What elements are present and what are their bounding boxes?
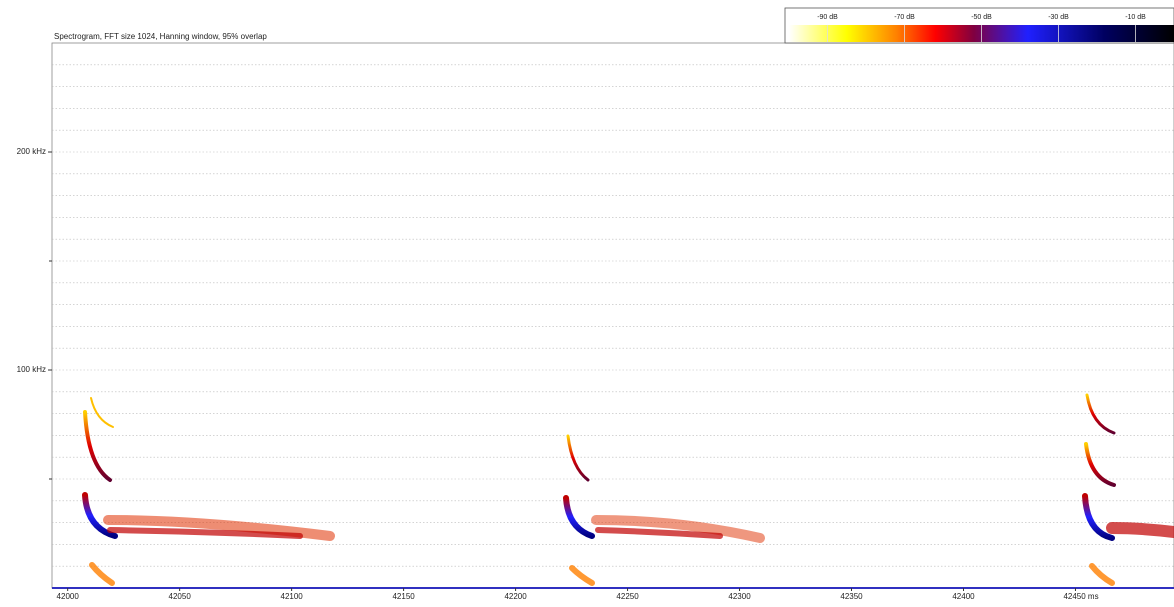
colorbar-tick-label: -90 dB	[817, 14, 838, 21]
x-tick-label: 42400	[952, 592, 975, 601]
x-tick-label: 42000	[57, 592, 80, 601]
x-tick-label: 42050	[169, 592, 192, 601]
spectrogram-window: Spectrogram, FFT size 1024, Hanning wind…	[0, 0, 1174, 602]
x-tick-label: 42200	[504, 592, 527, 601]
colorbar-tick-label: -70 dB	[894, 14, 915, 21]
y-tick-label: 100 kHz	[17, 365, 46, 374]
colorbar-tick-label: -30 dB	[1048, 14, 1069, 21]
x-tick-label: 42100	[281, 592, 304, 601]
x-tick-label: 42150	[392, 592, 415, 601]
colorbar-tick-label: -10 dB	[1125, 14, 1146, 21]
x-tick-label: 42300	[728, 592, 751, 601]
grid	[52, 65, 1174, 566]
x-tick-label: 42250	[616, 592, 639, 601]
plot-frame	[52, 43, 1174, 588]
y-tick-label: 200 kHz	[17, 147, 46, 156]
colorbar-tick-label: -50 dB	[971, 14, 992, 21]
calls	[85, 395, 1174, 583]
chart-title: Spectrogram, FFT size 1024, Hanning wind…	[54, 32, 267, 41]
x-tick-label: 42450 ms	[1063, 592, 1098, 601]
x-tick-label: 42350	[840, 592, 863, 601]
